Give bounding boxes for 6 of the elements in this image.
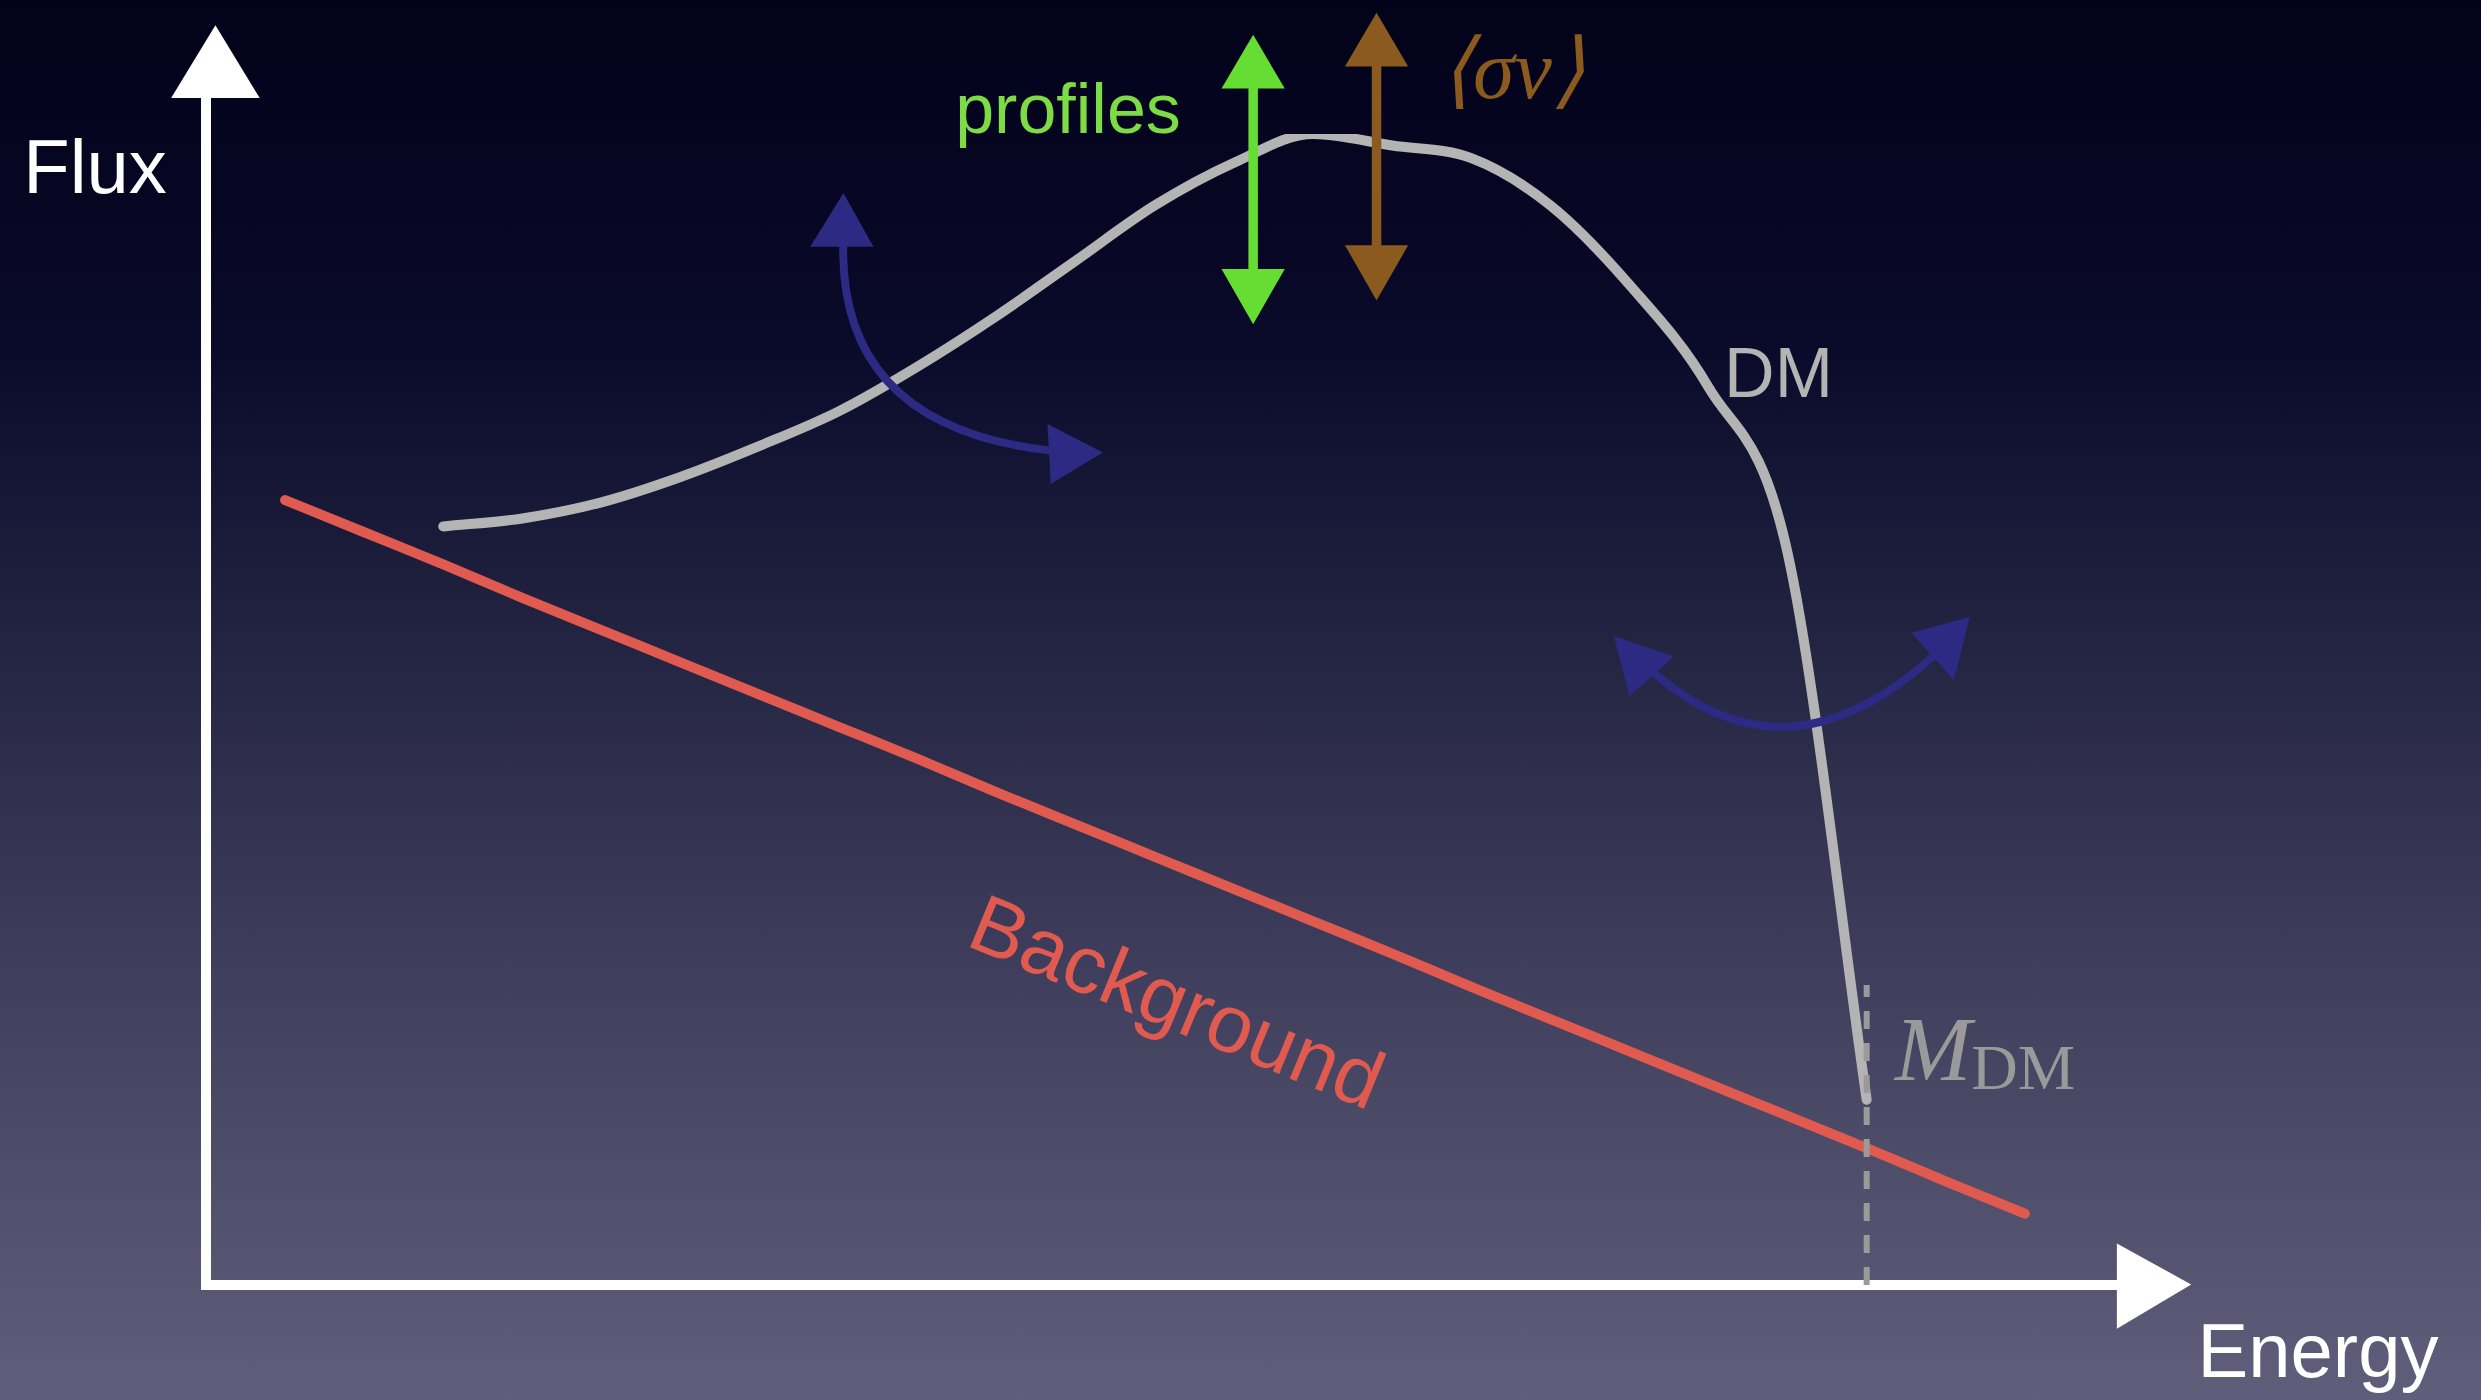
annotation: MDM: [1892, 998, 2076, 1104]
y-axis-title: Flux: [23, 123, 167, 209]
x-axis-title: Energy: [2197, 1307, 2439, 1393]
series-label: DM: [1724, 333, 1833, 412]
annotation: profiles: [955, 70, 1181, 149]
text: ⟨σv⟩: [1440, 23, 1585, 117]
